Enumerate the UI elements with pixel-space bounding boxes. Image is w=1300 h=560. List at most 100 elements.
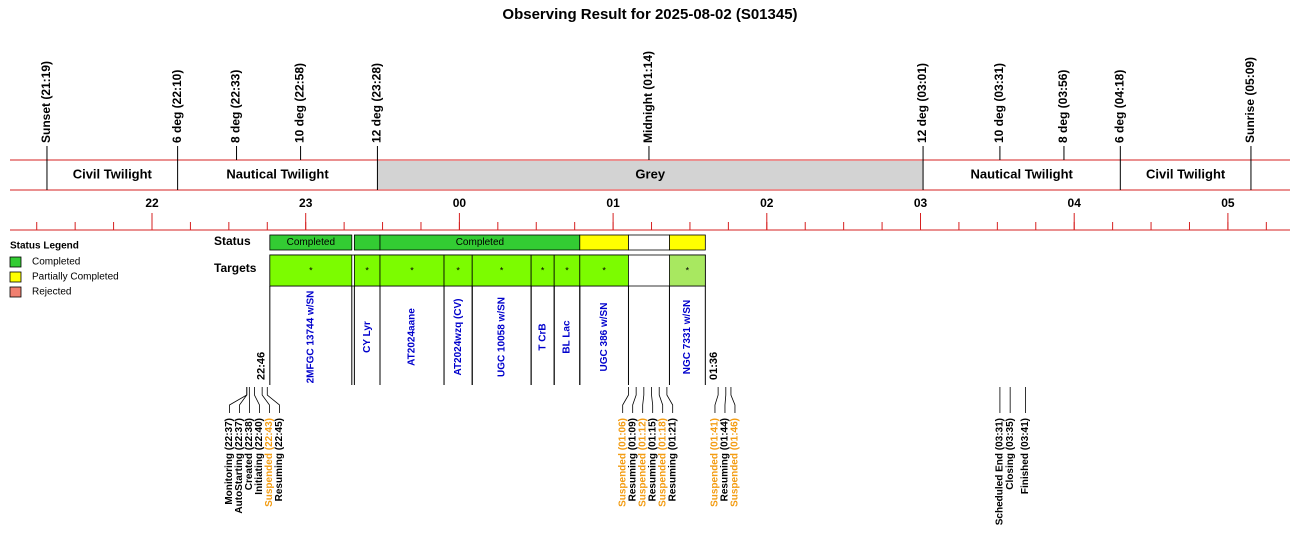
target-name: BL Lac <box>562 320 573 354</box>
target-name: AT2024aane <box>407 308 418 366</box>
sky-event-label: 8 deg (03:56) <box>1056 70 1070 143</box>
sky-event-label: Sunrise (05:09) <box>1243 57 1257 143</box>
log-event-label: Suspended (01:18) <box>657 418 668 507</box>
target-block <box>471 254 532 287</box>
status-segment <box>628 234 670 251</box>
twilight-band <box>377 161 924 189</box>
target-block <box>669 254 706 287</box>
sky-event-label: 6 deg (22:10) <box>170 70 184 143</box>
status-segment <box>353 234 381 251</box>
targets-label: Targets <box>214 261 257 275</box>
target-block <box>579 254 629 287</box>
log-connector <box>651 387 654 413</box>
target-mark: * <box>686 265 690 275</box>
log-event-label: Closing (03:35) <box>1005 418 1016 490</box>
hour-label: 02 <box>760 196 774 210</box>
log-connector <box>239 387 248 413</box>
log-connector <box>622 387 629 413</box>
target-mark: * <box>602 265 606 275</box>
status-text: Completed <box>287 237 335 248</box>
log-event-label: Resuming (01:44) <box>720 418 731 501</box>
log-event-label: Resuming (01:15) <box>647 418 658 501</box>
log-connector <box>266 387 280 413</box>
sky-event-label: 12 deg (03:01) <box>915 63 929 143</box>
target-block <box>269 254 353 287</box>
log-event-label: Monitoring (22:37) <box>224 418 235 505</box>
log-event-label: Suspended (01:12) <box>637 418 648 507</box>
band-label: Grey <box>635 166 665 181</box>
sky-event-label: 6 deg (04:18) <box>1112 70 1126 143</box>
log-event-label: Resuming (22:45) <box>274 418 285 501</box>
log-event-label: AutoStarting (22:37) <box>234 418 245 514</box>
log-event-label: Suspended (01:46) <box>730 418 741 507</box>
log-event-label: Scheduled End (03:31) <box>995 418 1006 525</box>
legend-swatch <box>9 286 22 298</box>
status-text: Completed <box>456 237 504 248</box>
title: Observing Result for 2025-08-02 (S01345) <box>502 6 797 23</box>
sky-event-label: Sunset (21:19) <box>39 61 53 143</box>
target-mark: * <box>309 265 313 275</box>
status-label: Status <box>214 234 251 248</box>
hour-label: 05 <box>1221 196 1235 210</box>
legend-title: Status Legend <box>10 241 79 252</box>
band-label: Nautical Twilight <box>226 166 329 181</box>
twilight-band <box>1120 161 1251 189</box>
hour-label: 04 <box>1068 196 1082 210</box>
legend-label: Completed <box>32 257 80 268</box>
legend-label: Partially Completed <box>32 272 119 283</box>
twilight-band <box>46 161 178 189</box>
target-mark: * <box>500 265 504 275</box>
log-event-label: Suspended (22:43) <box>264 418 275 507</box>
start-time: 22:46 <box>256 352 268 380</box>
hour-label: 22 <box>145 196 159 210</box>
twilight-band <box>177 161 378 189</box>
log-connector <box>714 387 719 413</box>
log-connector <box>229 387 248 413</box>
log-event-label: Suspended (01:41) <box>710 418 721 507</box>
legend-label: Rejected <box>32 287 71 298</box>
hour-label: 00 <box>453 196 467 210</box>
hour-label: 03 <box>914 196 928 210</box>
target-name: UGC 10058 w/SN <box>496 297 507 377</box>
band-label: Nautical Twilight <box>971 166 1074 181</box>
sky-event-label: 8 deg (22:33) <box>229 70 243 143</box>
log-event-label: Initiating (22:40) <box>254 418 265 495</box>
log-connector <box>666 387 674 413</box>
log-event-label: Resuming (01:21) <box>667 418 678 501</box>
status-segment <box>669 234 706 251</box>
target-name: NGC 7331 w/SN <box>682 300 693 374</box>
band-label: Civil Twilight <box>73 166 153 181</box>
target-name: CY Lyr <box>362 321 373 353</box>
sky-event-label: 10 deg (03:31) <box>992 63 1006 143</box>
target-block <box>553 254 581 287</box>
log-connector <box>642 387 645 413</box>
target-name: 2MFGC 13744 w/SN <box>305 291 316 384</box>
log-event-label: Suspended (01:06) <box>617 418 628 507</box>
target-mark: * <box>456 265 460 275</box>
log-connector <box>254 387 260 413</box>
legend-swatch <box>9 256 22 268</box>
target-mark: * <box>365 265 369 275</box>
legend-swatch <box>9 271 22 283</box>
band-label: Civil Twilight <box>1146 166 1226 181</box>
target-name: T CrB <box>537 323 548 350</box>
log-connector <box>632 387 637 413</box>
log-connector <box>261 387 270 413</box>
hour-label: 01 <box>606 196 620 210</box>
target-mark: * <box>541 265 545 275</box>
log-event-label: Created (22:38) <box>244 418 255 490</box>
status-segment <box>579 234 629 251</box>
twilight-band <box>923 161 1121 189</box>
target-mark: * <box>565 265 569 275</box>
sky-event-label: Midnight (01:14) <box>641 51 655 143</box>
target-name: AT2024wzq (CV) <box>453 298 464 375</box>
target-block <box>353 254 381 287</box>
log-event-label: Finished (03:41) <box>1020 418 1031 494</box>
target-block <box>379 254 445 287</box>
log-connector <box>658 387 664 413</box>
log-connector <box>724 387 727 413</box>
hour-label: 23 <box>299 196 313 210</box>
status-segment <box>269 234 353 251</box>
log-event-label: Resuming (01:09) <box>627 418 638 501</box>
